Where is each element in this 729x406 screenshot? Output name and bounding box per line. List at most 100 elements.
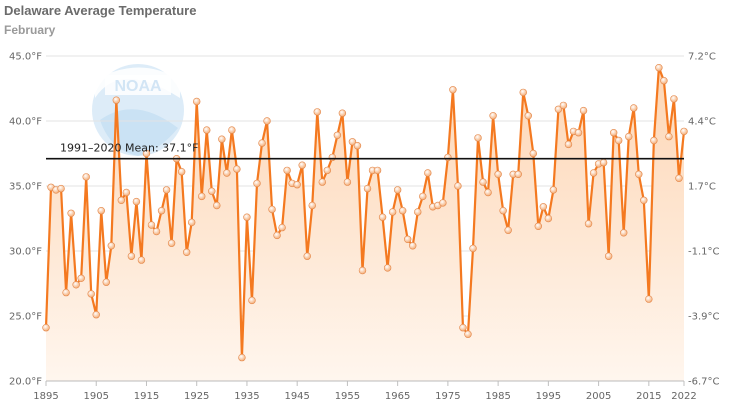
data-point-1965[interactable]	[393, 186, 402, 194]
data-point-1913[interactable]	[132, 197, 141, 206]
data-point-1914[interactable]	[137, 256, 146, 264]
data-point-1982[interactable]	[479, 178, 487, 186]
data-point-1959[interactable]	[363, 184, 372, 193]
data-point-1937[interactable]	[253, 179, 261, 188]
data-point-1923[interactable]	[182, 248, 191, 257]
data-point-1940[interactable]	[268, 205, 276, 214]
data-point-1971[interactable]	[424, 169, 432, 177]
data-point-1926[interactable]	[198, 192, 206, 201]
data-point-1943[interactable]	[283, 166, 291, 175]
data-point-1945[interactable]	[293, 181, 301, 189]
data-point-2001[interactable]	[574, 129, 583, 137]
data-point-1941[interactable]	[273, 231, 281, 240]
data-point-1951[interactable]	[323, 166, 332, 175]
data-point-2008[interactable]	[609, 129, 618, 137]
data-point-2009[interactable]	[614, 136, 623, 145]
data-point-1904[interactable]	[87, 290, 95, 298]
data-point-2013[interactable]	[635, 170, 643, 179]
data-point-2002[interactable]	[579, 106, 588, 115]
data-point-1911[interactable]	[122, 188, 131, 197]
data-point-1912[interactable]	[127, 252, 136, 260]
data-point-1958[interactable]	[358, 266, 367, 275]
data-point-1987[interactable]	[504, 226, 512, 234]
data-point-1963[interactable]	[383, 264, 392, 272]
data-point-1929[interactable]	[213, 201, 221, 210]
data-point-2003[interactable]	[584, 220, 593, 228]
data-point-1962[interactable]	[378, 213, 387, 221]
data-point-2020[interactable]	[670, 95, 678, 103]
data-point-1999[interactable]	[564, 140, 573, 149]
data-point-1981[interactable]	[474, 134, 482, 142]
data-point-1979[interactable]	[464, 330, 472, 338]
data-point-2015[interactable]	[645, 295, 653, 303]
data-point-1998[interactable]	[559, 101, 568, 110]
data-point-1983[interactable]	[484, 188, 492, 197]
data-point-1928[interactable]	[208, 187, 216, 195]
data-point-1930[interactable]	[218, 135, 226, 143]
data-point-1954[interactable]	[338, 109, 347, 117]
data-point-1948[interactable]	[308, 201, 316, 210]
data-point-1920[interactable]	[167, 239, 176, 247]
data-point-1952[interactable]	[328, 153, 337, 162]
data-point-1932[interactable]	[228, 126, 236, 134]
data-point-1908[interactable]	[107, 242, 116, 250]
data-point-2006[interactable]	[599, 158, 608, 167]
data-point-1978[interactable]	[459, 324, 467, 332]
data-point-1909[interactable]	[112, 96, 121, 104]
data-point-1946[interactable]	[298, 161, 306, 169]
data-point-1924[interactable]	[187, 218, 196, 227]
data-point-1990[interactable]	[519, 88, 527, 97]
data-point-1918[interactable]	[157, 207, 166, 215]
data-point-1910[interactable]	[117, 196, 126, 205]
data-point-1992[interactable]	[529, 149, 537, 158]
data-point-1995[interactable]	[544, 214, 553, 223]
data-point-1953[interactable]	[333, 131, 342, 140]
data-point-1938[interactable]	[258, 139, 266, 147]
data-point-1903[interactable]	[82, 173, 90, 181]
data-point-1996[interactable]	[549, 186, 558, 194]
data-point-1966[interactable]	[398, 207, 407, 215]
data-point-2012[interactable]	[630, 104, 638, 112]
data-point-1970[interactable]	[419, 192, 427, 201]
data-point-2021[interactable]	[675, 174, 683, 182]
data-point-1936[interactable]	[248, 296, 256, 305]
data-point-1975[interactable]	[444, 153, 452, 162]
data-point-1957[interactable]	[353, 142, 362, 150]
data-point-1955[interactable]	[343, 178, 352, 186]
data-point-2011[interactable]	[625, 132, 633, 141]
data-point-1994[interactable]	[539, 203, 548, 211]
data-point-1950[interactable]	[318, 178, 326, 186]
data-point-1993[interactable]	[534, 222, 543, 231]
data-point-1942[interactable]	[278, 223, 286, 232]
data-point-2018[interactable]	[660, 76, 668, 85]
data-point-1922[interactable]	[177, 168, 186, 176]
data-point-2016[interactable]	[650, 136, 658, 145]
data-point-1949[interactable]	[313, 108, 321, 116]
data-point-1933[interactable]	[233, 165, 241, 173]
data-point-2007[interactable]	[604, 252, 613, 260]
data-point-1939[interactable]	[263, 117, 271, 125]
data-point-1925[interactable]	[193, 97, 201, 106]
data-point-1895[interactable]	[42, 324, 50, 332]
data-point-1927[interactable]	[203, 126, 211, 134]
data-point-1964[interactable]	[388, 208, 397, 216]
data-point-1956[interactable]	[348, 138, 357, 146]
data-point-1906[interactable]	[97, 207, 105, 215]
data-point-1974[interactable]	[439, 199, 447, 207]
data-point-1989[interactable]	[514, 170, 522, 179]
data-point-1968[interactable]	[409, 242, 417, 250]
data-point-1902[interactable]	[77, 274, 85, 282]
data-point-1898[interactable]	[57, 184, 65, 193]
data-point-1980[interactable]	[469, 244, 477, 253]
data-point-1984[interactable]	[489, 112, 497, 120]
data-point-1931[interactable]	[223, 169, 231, 177]
data-point-1935[interactable]	[243, 213, 251, 221]
data-point-1934[interactable]	[238, 353, 246, 362]
data-point-1985[interactable]	[494, 170, 502, 179]
data-point-1905[interactable]	[92, 311, 100, 319]
data-point-1976[interactable]	[449, 86, 457, 94]
data-point-1947[interactable]	[303, 252, 311, 260]
data-point-1901[interactable]	[72, 281, 80, 289]
data-point-2010[interactable]	[620, 229, 628, 237]
data-point-2022[interactable]	[680, 127, 688, 136]
